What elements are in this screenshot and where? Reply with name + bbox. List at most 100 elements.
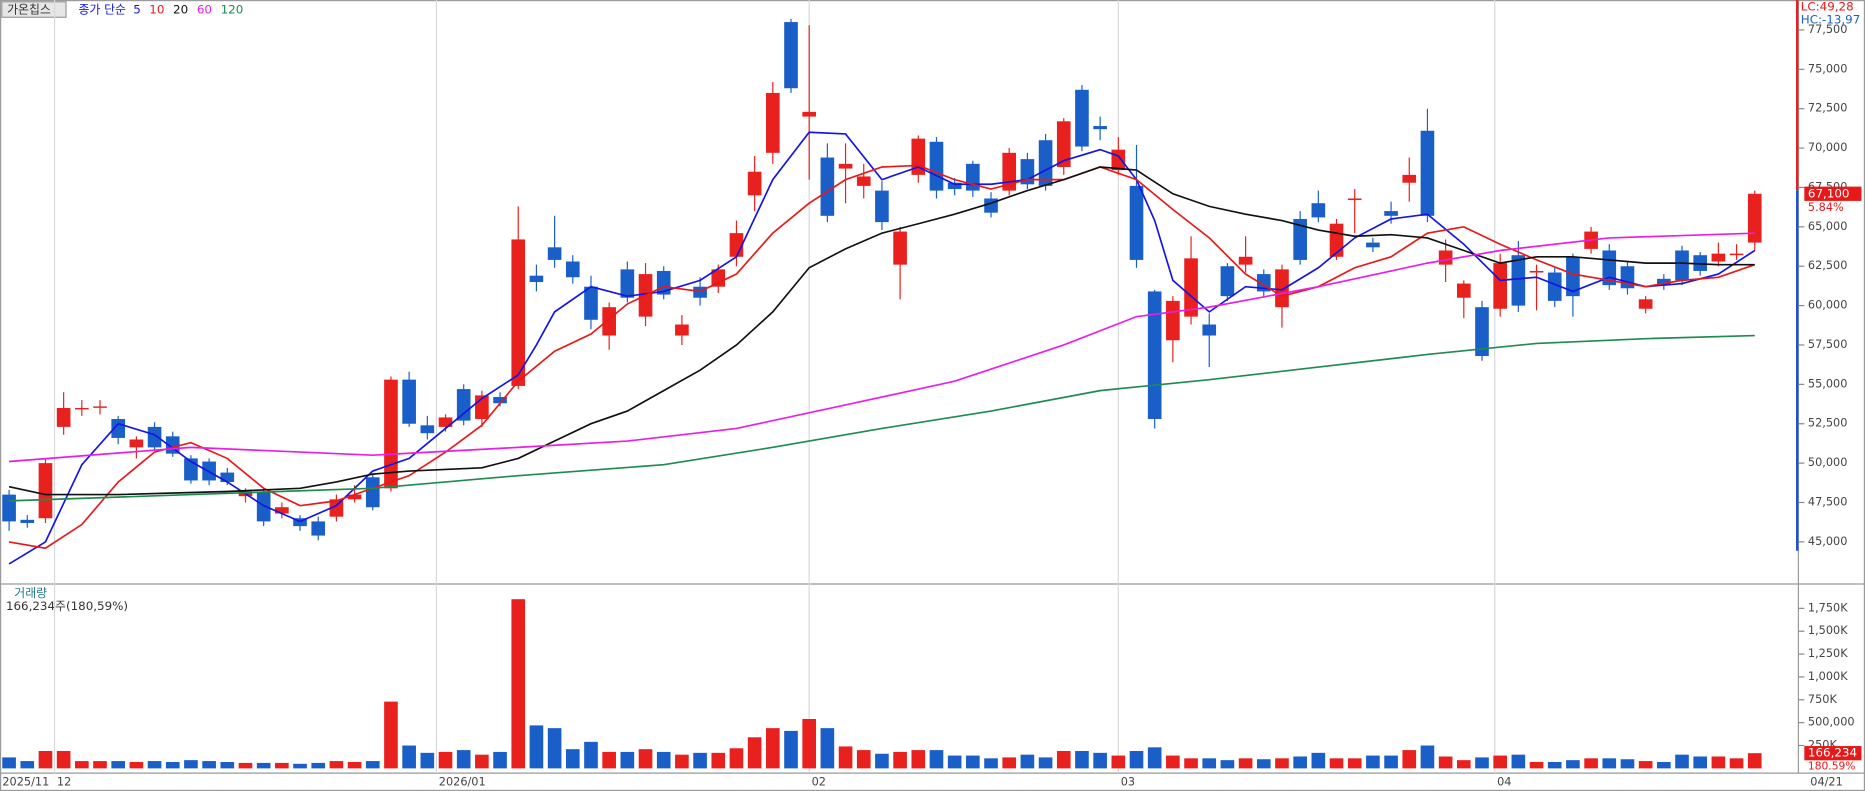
title-box[interactable] [1, 1, 67, 18]
volume-bar [111, 761, 126, 769]
candle-body [1402, 174, 1417, 183]
chart-title: 가온칩스 [7, 3, 51, 17]
volume-bar [347, 761, 362, 769]
candle-body [547, 247, 562, 260]
volume-tick-label: 1,750K [1808, 601, 1848, 614]
volume-bar [293, 763, 307, 769]
candle-body [1529, 270, 1544, 273]
candle-body [1547, 272, 1562, 301]
volume-bar [1675, 754, 1689, 769]
candle-body [765, 92, 780, 153]
volume-bar [1256, 759, 1271, 769]
y-tick-label: 70,000 [1808, 141, 1847, 154]
volume-bar [311, 762, 326, 769]
volume-bar [602, 751, 616, 769]
candle-body [947, 182, 962, 190]
volume-bar [638, 749, 653, 769]
moving-average-line [8, 164, 1756, 550]
volume-bar [365, 761, 380, 769]
moving-average-line [8, 232, 1755, 463]
candle-body [1075, 89, 1089, 147]
volume-bar [1184, 758, 1198, 769]
candle-body [529, 275, 544, 282]
volume-bar [1056, 751, 1071, 769]
candle-body [802, 111, 817, 117]
candle-body [420, 425, 435, 434]
volume-bar [1038, 757, 1053, 769]
legend-entry: 5 [133, 3, 141, 17]
candle-body [1238, 256, 1253, 265]
legend-entry: 10 [149, 3, 164, 17]
y-tick-label: 60,000 [1808, 299, 1847, 312]
candle-body [1311, 203, 1326, 218]
volume-bar [966, 755, 980, 769]
candle-body [966, 163, 980, 191]
candle-body [493, 396, 507, 404]
volume-bar [838, 746, 853, 769]
candle-body [620, 269, 635, 298]
volume-bar [256, 762, 271, 769]
volume-bar [475, 754, 489, 769]
volume-bar [911, 750, 926, 769]
candle-body [1056, 121, 1071, 167]
volume-tick-label: 750K [1808, 693, 1838, 706]
volume-bar [202, 761, 216, 769]
candle-body [838, 163, 853, 169]
volume-bar [1456, 760, 1471, 769]
volume-bar [20, 761, 35, 769]
volume-bar [420, 752, 435, 769]
volume-bar [1220, 760, 1235, 769]
candle-body [1166, 300, 1180, 341]
candle-body [1675, 250, 1689, 281]
volume-bar [38, 751, 53, 769]
y-tick-label: 50,000 [1808, 456, 1847, 469]
volume-bar [1166, 755, 1180, 769]
candle-body [747, 171, 762, 196]
volume-bar [656, 751, 671, 769]
volume-summary: 166,234주(180,59%) [6, 599, 128, 613]
volume-bar [1420, 745, 1435, 769]
volume-bar [147, 761, 162, 769]
y-tick-label: 47,500 [1808, 495, 1847, 508]
x-tick-label: 03 [1121, 776, 1135, 789]
y-tick-label: 75,000 [1808, 62, 1847, 75]
candle-body [20, 519, 35, 523]
volume-tick-label: 1,500K [1808, 624, 1848, 637]
volume-bar [1475, 757, 1489, 769]
volume-bar [1366, 755, 1380, 769]
candle-body [1347, 198, 1362, 201]
volume-bar [547, 728, 562, 769]
volume-bar [1638, 761, 1653, 769]
volume-bar [1747, 753, 1762, 769]
volume-bar [893, 751, 907, 769]
volume-bar [1584, 758, 1598, 769]
candle-body [1747, 193, 1762, 243]
candle-body [856, 176, 871, 186]
volume-bar [1020, 754, 1035, 769]
candle-body [784, 22, 798, 89]
last-price-box [1804, 186, 1862, 201]
candle-body [1038, 140, 1053, 186]
y-tick-label: 65,000 [1808, 220, 1847, 233]
y-tick-label: 57,500 [1808, 338, 1847, 351]
volume-bar [275, 762, 289, 769]
candle-body [347, 494, 362, 500]
last-volume-ratio: 180.59% [1808, 759, 1856, 772]
volume-bar [729, 748, 744, 769]
candle-body [275, 507, 289, 514]
candle-body [893, 231, 907, 265]
range-bar-down [1796, 190, 1799, 551]
volume-bar [1275, 758, 1289, 769]
volume-bar [1384, 755, 1398, 769]
candle-body [129, 439, 144, 448]
moving-average-line [8, 166, 1755, 496]
candle-body [147, 426, 162, 448]
volume-bar [1202, 758, 1217, 769]
candle-body [384, 379, 398, 489]
volume-bar [1620, 759, 1635, 769]
candle-body [1147, 291, 1162, 420]
volume-bar [584, 741, 598, 769]
